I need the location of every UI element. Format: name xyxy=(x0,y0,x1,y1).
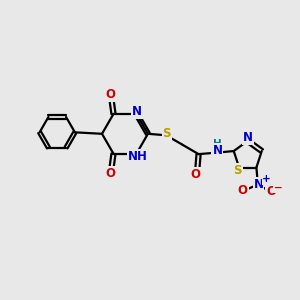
Text: O: O xyxy=(106,88,116,101)
Text: N: N xyxy=(132,105,142,118)
Text: S: S xyxy=(163,127,171,140)
Text: N: N xyxy=(243,131,253,144)
Text: O: O xyxy=(266,185,276,198)
Text: NH: NH xyxy=(128,150,148,163)
Text: N: N xyxy=(254,178,263,191)
Text: O: O xyxy=(238,184,248,197)
Text: +: + xyxy=(262,174,271,184)
Text: N: N xyxy=(212,144,222,157)
Text: O: O xyxy=(190,168,201,181)
Text: S: S xyxy=(233,164,242,177)
Text: −: − xyxy=(274,182,283,193)
Text: H: H xyxy=(213,140,222,149)
Text: O: O xyxy=(106,167,116,180)
